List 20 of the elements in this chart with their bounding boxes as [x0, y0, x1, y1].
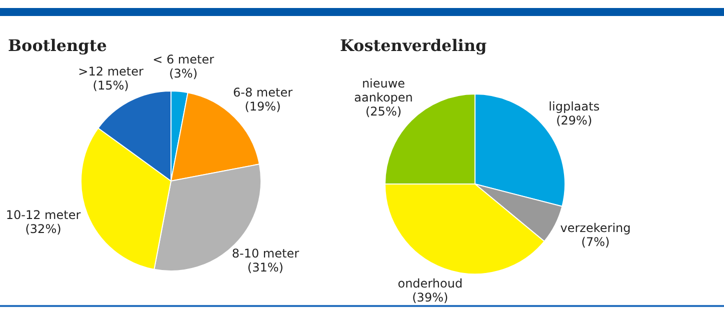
slice-label: verzekering	[560, 220, 631, 235]
data-label: (25%)	[365, 104, 402, 119]
slice-label: < 6 meter	[152, 52, 214, 67]
slice-label: 10-12 meter	[6, 208, 81, 222]
data-label: (32%)	[25, 222, 62, 236]
data-label: (15%)	[92, 78, 129, 93]
data-label: (7%)	[581, 234, 610, 249]
data-label: (31%)	[247, 260, 284, 275]
slice-label: nieuwe aankopen	[354, 76, 413, 105]
slice-label: ligplaats	[548, 99, 600, 114]
data-label: (29%)	[556, 113, 592, 128]
data-label: (39%)	[412, 290, 448, 304]
slice-label: 6-8 meter	[232, 86, 293, 100]
data-label: (19%)	[244, 100, 281, 114]
slice-label: onderhoud	[398, 276, 463, 290]
chart-title: Bootlengte	[8, 36, 107, 55]
chart-title: Kostenverdeling	[340, 36, 487, 55]
slice-label: 8-10 meter	[232, 246, 300, 261]
slice-label: >12 meter	[78, 64, 144, 79]
data-label: (3%)	[169, 66, 198, 81]
